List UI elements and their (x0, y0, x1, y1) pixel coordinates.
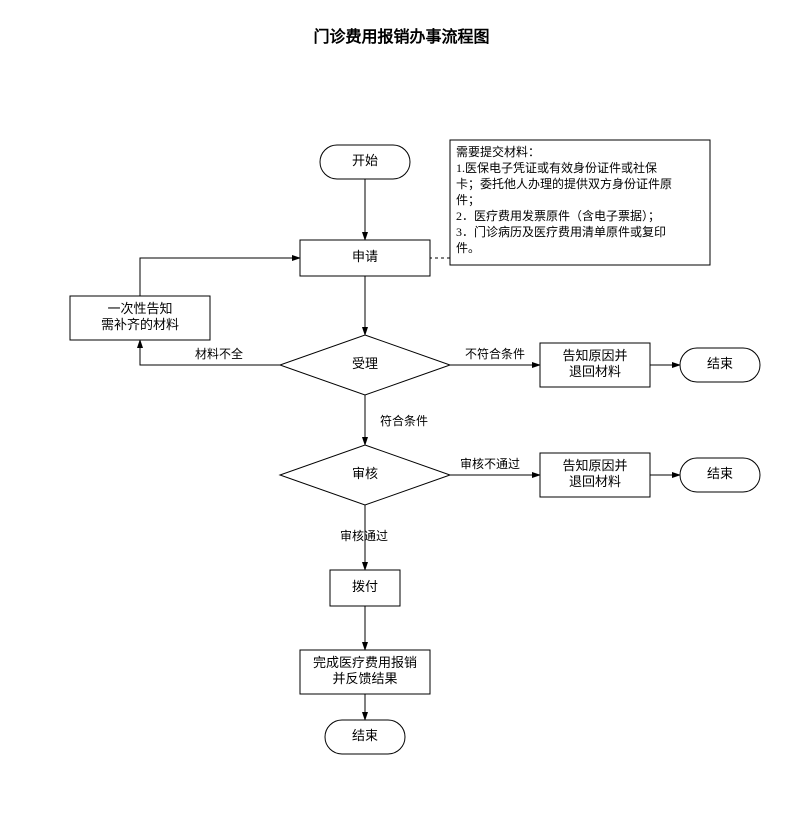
node-text: 退回材料 (569, 364, 621, 379)
node-end1: 结束 (680, 348, 760, 382)
edge-label: 审核不通过 (460, 456, 520, 471)
node-text: 结束 (352, 728, 378, 743)
note-line: 卡；委托他人办理的提供双方身份证件原 (456, 176, 672, 191)
node-text: 告知原因并 (562, 458, 627, 473)
node-text: 审核 (352, 466, 378, 481)
node-text: 并反馈结果 (332, 671, 397, 686)
node-reject2: 告知原因并退回材料 (540, 453, 650, 497)
node-text: 完成医疗费用报销 (313, 655, 417, 670)
node-end3: 结束 (325, 720, 405, 754)
note-line: 3．门诊病历及医疗费用清单原件或复印 (456, 224, 666, 239)
node-text: 申请 (352, 249, 378, 264)
edge-label: 审核通过 (340, 528, 388, 543)
note-line: 2．医疗费用发票原件（含电子票据）； (456, 208, 660, 223)
node-reject1: 告知原因并退回材料 (540, 343, 650, 387)
node-text: 拨付 (352, 579, 378, 594)
node-text: 开始 (352, 153, 378, 168)
edge-label: 不符合条件 (465, 346, 525, 361)
node-text: 需补齐的材料 (101, 317, 179, 332)
node-text: 告知原因并 (562, 348, 627, 363)
note-line: 1.医保电子凭证或有效身份证件或社保 (456, 160, 657, 175)
node-review: 审核 (280, 445, 450, 505)
note-line: 件； (456, 193, 480, 207)
note-line: 需要提交材料： (456, 144, 540, 159)
node-end2: 结束 (680, 458, 760, 492)
node-complete: 完成医疗费用报销并反馈结果 (300, 650, 430, 694)
node-apply: 申请 (300, 240, 430, 276)
node-start: 开始 (320, 145, 410, 179)
edge-notify-apply (140, 258, 300, 296)
node-text: 结束 (707, 356, 733, 371)
flowchart-canvas: 门诊费用报销办事流程图符合条件 不符合条件 材料不全审核不通过审核通过 开始申请一次性… (0, 0, 803, 813)
node-accept: 受理 (280, 335, 450, 395)
edge-label: 符合条件 (380, 413, 428, 428)
note-box: 需要提交材料：1.医保电子凭证或有效身份证件或社保卡；委托他人办理的提供双方身份… (450, 140, 710, 265)
node-pay: 拨付 (330, 570, 400, 606)
node-text: 受理 (352, 356, 378, 371)
node-notify: 一次性告知需补齐的材料 (70, 296, 210, 340)
edge-label: 材料不全 (195, 346, 243, 361)
node-text: 一次性告知 (107, 301, 172, 316)
node-text: 退回材料 (569, 474, 621, 489)
title: 门诊费用报销办事流程图 (313, 27, 489, 46)
node-text: 结束 (707, 466, 733, 481)
note-line: 件。 (456, 241, 480, 255)
